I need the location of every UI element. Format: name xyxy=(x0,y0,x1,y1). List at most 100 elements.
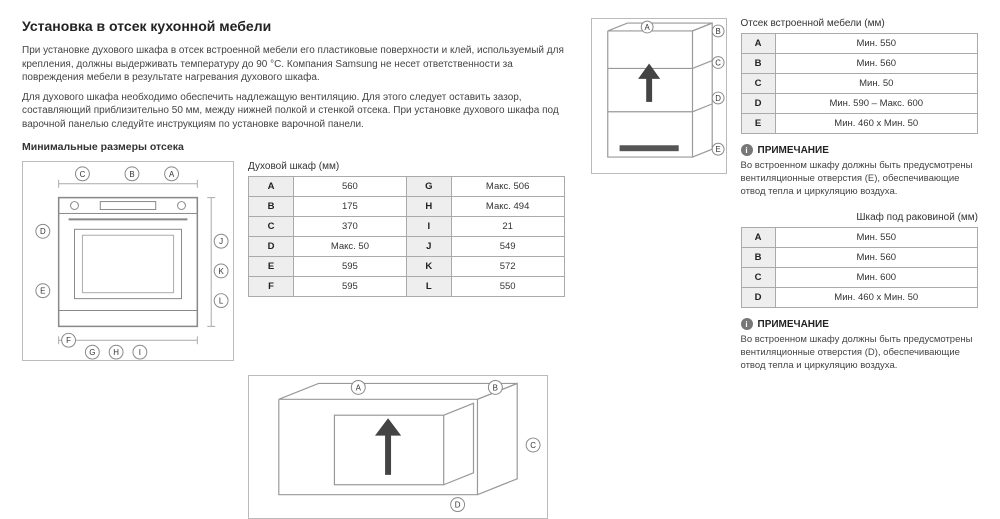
undercounter-block: A B C D xyxy=(22,375,565,519)
cell: 560 xyxy=(294,177,407,197)
page-title: Установка в отсек кухонной мебели xyxy=(22,18,565,34)
note-body-1: Во встроенном шкафу должны быть предусмо… xyxy=(741,160,979,198)
table-row: CМин. 600 xyxy=(741,268,978,288)
cell: Мин. 550 xyxy=(775,228,978,248)
svg-text:B: B xyxy=(129,170,134,179)
cell: 175 xyxy=(294,197,407,217)
right-column: A B C D E Отсек встроенной мебели (мм) A… xyxy=(591,18,979,485)
cell: B xyxy=(741,54,775,74)
sink-cabinet-table: AМин. 550 BМин. 560 CМин. 600 DМин. 460 … xyxy=(741,227,979,308)
cell: C xyxy=(249,217,294,237)
svg-text:G: G xyxy=(89,348,95,357)
svg-text:B: B xyxy=(493,383,498,392)
cell: A xyxy=(741,34,775,54)
table-row: AМин. 550 xyxy=(741,34,978,54)
svg-text:L: L xyxy=(219,297,224,306)
svg-text:C: C xyxy=(530,441,536,450)
table-row: A 560 G Макс. 506 xyxy=(249,177,565,197)
table-row: C 370 I 21 xyxy=(249,217,565,237)
subheading-min-dimensions: Минимальные размеры отсека xyxy=(22,141,565,153)
svg-text:B: B xyxy=(715,27,720,36)
cell: E xyxy=(249,257,294,277)
svg-text:C: C xyxy=(715,58,721,67)
cell: 21 xyxy=(451,217,564,237)
cell: 572 xyxy=(451,257,564,277)
cell: D xyxy=(741,94,775,114)
svg-text:D: D xyxy=(455,501,461,510)
intro-paragraph-1: При установке духового шкафа в отсек вст… xyxy=(22,44,565,85)
svg-text:C: C xyxy=(80,170,86,179)
cell: E xyxy=(741,114,775,134)
cell: A xyxy=(249,177,294,197)
cell: J xyxy=(406,237,451,257)
note-label: ПРИМЕЧАНИЕ xyxy=(758,319,829,330)
note-heading: i ПРИМЕЧАНИЕ xyxy=(741,144,979,156)
note-icon: i xyxy=(741,318,753,330)
note-body-2: Во встроенном шкафу должны быть предусмо… xyxy=(741,334,979,372)
cell: L xyxy=(406,277,451,297)
cell: Макс. 506 xyxy=(451,177,564,197)
svg-text:E: E xyxy=(40,287,45,296)
cell: Макс. 50 xyxy=(294,237,407,257)
table-row: BМин. 560 xyxy=(741,54,978,74)
builtin-cabinet-table: AМин. 550 BМин. 560 CМин. 50 DМин. 590 –… xyxy=(741,33,979,134)
table-row: EМин. 460 x Мин. 50 xyxy=(741,114,978,134)
svg-text:E: E xyxy=(715,145,720,154)
cell: C xyxy=(741,74,775,94)
table-row: F 595 L 550 xyxy=(249,277,565,297)
builtin-table-title: Отсек встроенной мебели (мм) xyxy=(741,18,979,29)
table-row: D Макс. 50 J 549 xyxy=(249,237,565,257)
oven-front-diagram: C B A D E F G H I J K L xyxy=(22,161,234,361)
cell: C xyxy=(741,268,775,288)
sink-table-title: Шкаф под раковиной (мм) xyxy=(591,212,979,223)
intro-paragraph-2: Для духового шкафа необходимо обеспечить… xyxy=(22,91,565,132)
builtin-cabinet-block: A B C D E Отсек встроенной мебели (мм) A… xyxy=(591,18,979,198)
oven-table-wrap: Духовой шкаф (мм) A 560 G Макс. 506 B 17… xyxy=(248,161,565,297)
note-icon: i xyxy=(741,144,753,156)
cell: Макс. 494 xyxy=(451,197,564,217)
cell: 550 xyxy=(451,277,564,297)
oven-dimensions-table: A 560 G Макс. 506 B 175 H Макс. 494 C 37… xyxy=(248,176,565,297)
table-row: DМин. 590 – Макс. 600 xyxy=(741,94,978,114)
svg-text:D: D xyxy=(40,227,46,236)
cell: Мин. 460 x Мин. 50 xyxy=(775,288,978,308)
cell: H xyxy=(406,197,451,217)
svg-text:A: A xyxy=(356,383,362,392)
table-row: BМин. 560 xyxy=(741,248,978,268)
cell: I xyxy=(406,217,451,237)
svg-text:F: F xyxy=(66,336,71,345)
cell: A xyxy=(741,228,775,248)
table-row: AМин. 550 xyxy=(741,228,978,248)
cell: 370 xyxy=(294,217,407,237)
svg-text:A: A xyxy=(169,170,175,179)
svg-text:D: D xyxy=(715,94,721,103)
cell: Мин. 600 xyxy=(775,268,978,288)
cell: K xyxy=(406,257,451,277)
cell: 549 xyxy=(451,237,564,257)
cell: D xyxy=(741,288,775,308)
svg-text:I: I xyxy=(139,348,141,357)
oven-table-title: Духовой шкаф (мм) xyxy=(248,161,565,172)
svg-text:J: J xyxy=(219,237,223,246)
cell: F xyxy=(249,277,294,297)
note-label: ПРИМЕЧАНИЕ xyxy=(758,145,829,156)
svg-text:K: K xyxy=(218,267,224,276)
cell: Мин. 550 xyxy=(775,34,978,54)
cell: 595 xyxy=(294,257,407,277)
svg-text:H: H xyxy=(113,348,119,357)
cell: Мин. 460 x Мин. 50 xyxy=(775,114,978,134)
cell: D xyxy=(249,237,294,257)
svg-text:A: A xyxy=(644,23,650,32)
table-row: B 175 H Макс. 494 xyxy=(249,197,565,217)
table-row: CМин. 50 xyxy=(741,74,978,94)
builtin-cabinet-diagram: A B C D E xyxy=(591,18,727,174)
note-heading: i ПРИМЕЧАНИЕ xyxy=(741,318,979,330)
oven-dimensions-block: C B A D E F G H I J K L Духовой шкаф (мм… xyxy=(22,161,565,361)
cell: B xyxy=(249,197,294,217)
table-row: E 595 K 572 xyxy=(249,257,565,277)
cell: Мин. 560 xyxy=(775,248,978,268)
left-column: Установка в отсек кухонной мебели При ус… xyxy=(22,18,565,485)
undercounter-cabinet-diagram: A B C D xyxy=(248,375,548,519)
table-row: DМин. 460 x Мин. 50 xyxy=(741,288,978,308)
cell: Мин. 590 – Макс. 600 xyxy=(775,94,978,114)
